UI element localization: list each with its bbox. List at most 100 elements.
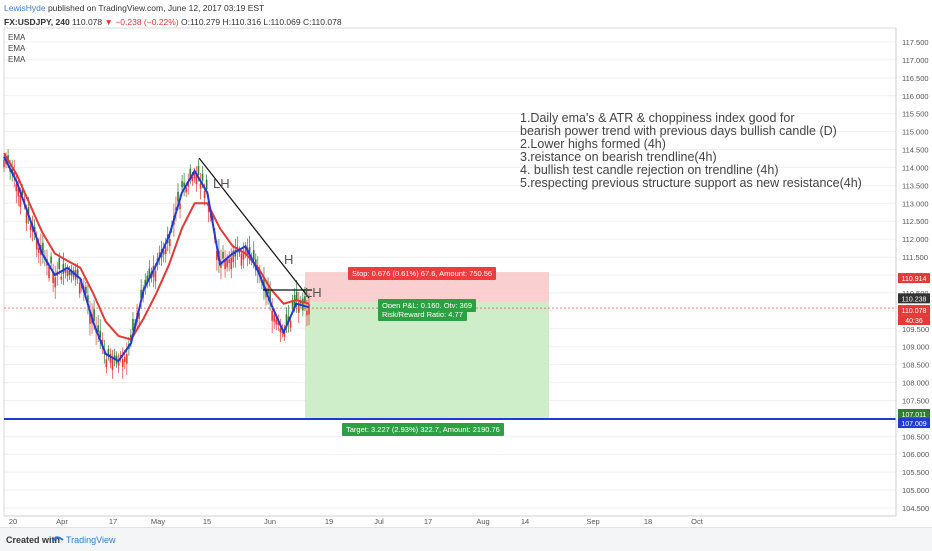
y-tick-label: 107.500 xyxy=(902,396,929,405)
candle-body xyxy=(37,248,40,254)
candle-body xyxy=(267,288,269,294)
candle-body xyxy=(230,257,233,270)
price-tag-bg xyxy=(898,315,930,326)
candle-body xyxy=(76,269,79,278)
y-tick-label: 114.000 xyxy=(902,163,929,172)
candle-body xyxy=(105,359,108,367)
candle-body xyxy=(185,187,187,193)
candle-body xyxy=(54,277,56,288)
candle-body xyxy=(238,250,241,254)
candle-body xyxy=(304,296,306,302)
candle-body xyxy=(52,272,54,284)
price-tag-text: 107.011 xyxy=(902,412,927,419)
y-tick-label: 108.500 xyxy=(902,361,929,370)
candle-body xyxy=(283,329,286,337)
candle-body xyxy=(107,349,110,357)
candle-body xyxy=(195,173,198,185)
candle-body xyxy=(87,295,89,303)
footer-bar: Created with TradingView xyxy=(0,527,932,551)
price-tag-bg xyxy=(898,273,930,284)
x-axis: 20 Apr 17 May 15 Jun 19 Jul 17 Aug 14 Sep 18 Oct xyxy=(4,515,896,526)
candle-body xyxy=(306,310,308,316)
analysis-note: 2.Lower highs formed (4h) xyxy=(520,137,666,151)
x-tick-label: 17 xyxy=(109,517,117,526)
target-label[interactable]: Target: 3.227 (2.93%) 322.7, Amount: 219… xyxy=(342,423,504,436)
candle-body xyxy=(126,354,128,364)
y-tick-label: 114.500 xyxy=(902,146,929,155)
x-tick-label: 17 xyxy=(424,517,432,526)
analysis-note: 4. bullish test candle rejection on tren… xyxy=(520,163,779,177)
candle-body xyxy=(111,358,114,370)
indicator-label[interactable]: EMA xyxy=(8,55,26,64)
y-tick-label: 105.000 xyxy=(902,486,929,495)
candle-body xyxy=(144,279,147,289)
candle-body xyxy=(66,270,69,277)
candle-body xyxy=(27,207,30,214)
analysis-note: 5.respecting previous structure support … xyxy=(520,176,862,190)
price-change: −0.238 (−0.22%) xyxy=(115,17,179,27)
bearish-trendline xyxy=(198,157,310,299)
candle-body xyxy=(162,250,165,255)
x-tick-label: 14 xyxy=(521,517,529,526)
price-tag-text: 110.078 xyxy=(902,308,927,315)
price-chart[interactable]: 117.500 117.000 116.500 116.000 115.500 115.0… xyxy=(0,0,932,527)
analysis-note: 1.Daily ema's & ATR & choppiness index g… xyxy=(520,111,795,125)
y-tick-label: 117.500 xyxy=(902,38,929,47)
candle-body xyxy=(279,328,282,333)
price-tag-text: 40:36 xyxy=(905,318,923,325)
price-tag-bg xyxy=(898,293,930,304)
x-tick-label: Jun xyxy=(264,517,276,526)
analysis-note: 3.reistance on bearish trendline(4h) xyxy=(520,150,717,164)
candle-body xyxy=(269,291,271,301)
candle-body xyxy=(201,173,204,181)
x-tick-label: Aug xyxy=(476,517,489,526)
indicator-label[interactable]: EMA xyxy=(8,44,26,53)
target-zone xyxy=(305,302,549,418)
candle-body xyxy=(297,302,300,313)
candle-body xyxy=(113,355,116,360)
risk-reward-label[interactable]: Risk/Reward Ratio: 4.77 xyxy=(378,308,467,321)
candle-body xyxy=(3,159,5,168)
candle-body xyxy=(148,268,151,279)
y-tick-label: 112.000 xyxy=(902,235,929,244)
candle-body xyxy=(89,312,91,324)
candle-body xyxy=(29,225,32,231)
candle-body xyxy=(154,270,157,282)
y-tick-label: 116.000 xyxy=(902,92,929,101)
candle-body xyxy=(140,289,142,299)
last-price: 110.078 xyxy=(72,17,103,27)
tradingview-brand[interactable]: TradingView xyxy=(66,535,116,545)
y-tick-label: 112.500 xyxy=(902,217,929,226)
candle-body xyxy=(228,259,230,264)
candle-body xyxy=(244,246,247,254)
stop-label[interactable]: Stop: 0.676 (0.61%) 67.6, Amount: 750.56 xyxy=(348,267,497,280)
candle-body xyxy=(295,291,298,302)
candle-body xyxy=(191,176,194,181)
candle-body xyxy=(197,166,200,175)
candle-body xyxy=(216,250,218,261)
candle-body xyxy=(177,191,179,202)
candle-body xyxy=(222,252,224,259)
candle-body xyxy=(179,203,181,210)
candle-body xyxy=(68,270,71,275)
candle-body xyxy=(19,195,22,207)
candle-body xyxy=(271,310,273,321)
y-tick-label: 111.500 xyxy=(902,253,928,262)
candle-body xyxy=(78,282,81,294)
indicator-label[interactable]: EMA xyxy=(8,33,26,42)
candle-body xyxy=(123,357,126,362)
y-tick-label: 104.500 xyxy=(902,504,929,513)
candle-body xyxy=(25,212,28,224)
candle-body xyxy=(48,266,50,279)
author-link[interactable]: LewisHyde xyxy=(4,3,46,13)
candle-body xyxy=(224,259,226,270)
candle-body xyxy=(35,238,38,250)
candle-body xyxy=(199,183,202,189)
price-tag-text: 110.914 xyxy=(902,276,927,283)
y-tick-label: 117.000 xyxy=(902,56,929,65)
candle-body xyxy=(285,314,288,326)
candle-body xyxy=(42,242,44,254)
candle-body xyxy=(252,250,255,260)
annotation-lh-2: LH xyxy=(305,285,322,300)
annotation-h: H xyxy=(284,252,293,267)
